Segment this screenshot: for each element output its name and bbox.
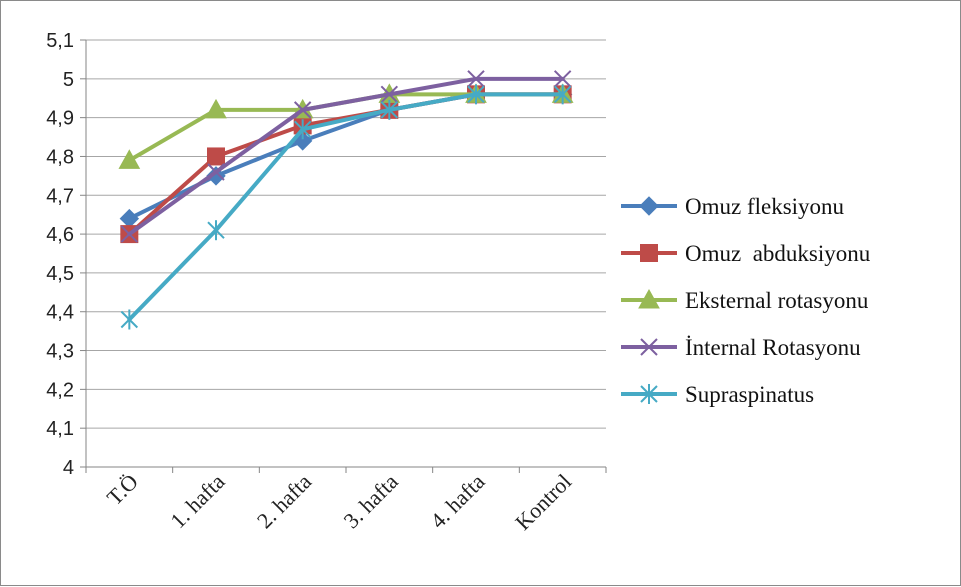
data-point-triangle — [118, 149, 141, 169]
data-point-star — [467, 84, 485, 105]
data-point-square — [640, 244, 658, 262]
data-point-x — [467, 70, 485, 88]
data-point-star — [380, 99, 399, 120]
data-point-x — [553, 70, 572, 88]
legend-item: Supraspinatus — [621, 382, 814, 407]
y-tick-label: 4,1 — [46, 418, 74, 440]
data-point-triangle — [638, 288, 660, 309]
legend-item: Omuz fleksiyonu — [621, 194, 845, 219]
data-point-diamond — [119, 208, 140, 229]
y-tick-labels: 4 4,1 4,2 4,3 4,4 4,5 4,6 4,7 4,8 4,9 5 5,1 — [46, 30, 74, 479]
data-point-triangle — [205, 98, 227, 119]
data-point-x — [293, 101, 312, 119]
y-tick-label: 4,4 — [46, 302, 74, 324]
data-point-star — [640, 384, 658, 404]
y-tick-label: 4,6 — [46, 224, 74, 246]
x-marker-stroke — [207, 163, 225, 181]
legend-label: Supraspinatus — [685, 382, 814, 407]
data-point-x — [640, 338, 658, 356]
x-marker-stroke — [293, 101, 312, 119]
data-point-diamond — [206, 166, 226, 186]
x-tick-label: T.Ö — [102, 469, 143, 510]
x-tick-label: 1. hafta — [165, 469, 229, 533]
y-tick-label: 5,1 — [46, 30, 74, 52]
legend-label: Eksternal rotasyonu — [685, 288, 869, 313]
legend-item: Omuz abduksiyonu — [621, 241, 871, 266]
y-tick-label: 4,3 — [46, 341, 74, 363]
series-line — [127, 76, 565, 237]
x-tick-label: 2. hafta — [252, 469, 316, 533]
y-tick-label: 5 — [63, 69, 74, 91]
data-point-star — [120, 309, 139, 330]
y-tick-label: 4,5 — [46, 263, 74, 285]
legend-label: İnternal Rotasyonu — [685, 335, 861, 360]
x-tick-label: 4. hafta — [425, 469, 489, 533]
series-3 — [120, 70, 572, 243]
data-point-star — [293, 119, 312, 140]
x-marker-stroke — [553, 70, 572, 88]
data-point-star — [553, 84, 572, 105]
data-point-x — [380, 85, 399, 104]
legend-item: İnternal Rotasyonu — [621, 335, 861, 360]
data-point-square — [207, 147, 225, 166]
series-line — [127, 92, 565, 237]
x-marker-stroke — [467, 70, 485, 88]
x-marker-stroke — [380, 85, 399, 104]
data-point-star — [207, 220, 225, 241]
series-1 — [120, 85, 572, 244]
data-point-x — [120, 225, 139, 243]
data-point-diamond — [639, 196, 659, 216]
y-tick-label: 4,9 — [46, 108, 74, 130]
y-tick-label: 4,7 — [46, 185, 74, 207]
legend-item: Eksternal rotasyonu — [621, 288, 869, 313]
x-marker-stroke — [640, 338, 658, 356]
x-tick-label: 3. hafta — [339, 469, 403, 533]
legend-label: Omuz fleksiyonu — [685, 194, 845, 219]
series-lines — [118, 70, 574, 330]
data-point-x — [207, 163, 225, 181]
axes — [80, 39, 607, 473]
x-tick-label: Kontrol — [510, 469, 576, 535]
y-tick-label: 4,8 — [46, 146, 74, 168]
series-4 — [120, 84, 572, 330]
series-line — [127, 92, 565, 322]
x-tick-labels: T.Ö 1. hafta 2. hafta 3. hafta 4. hafta Kontr… — [102, 469, 576, 535]
y-tick-label: 4,2 — [46, 379, 74, 401]
legend: Omuz fleksiyonu Omuz abduksiyonu Eksternal… — [621, 194, 871, 407]
y-tick-label: 4 — [63, 457, 74, 479]
legend-label: Omuz abduksiyonu — [685, 241, 871, 266]
x-marker-stroke — [120, 225, 139, 243]
gridlines — [86, 39, 606, 429]
